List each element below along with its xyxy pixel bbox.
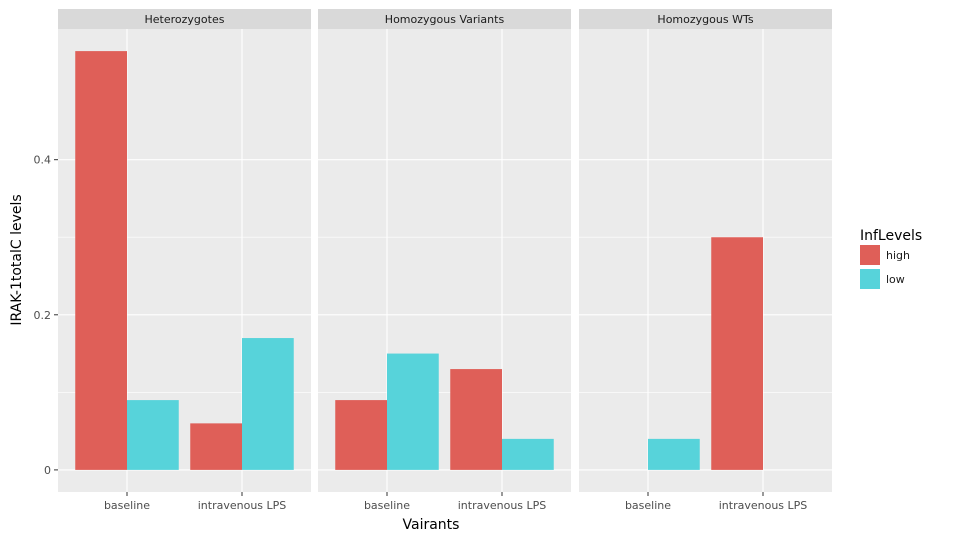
x-tick-label: intravenous LPS (458, 499, 547, 512)
x-axis-title: Vairants (403, 517, 460, 533)
bar-low (242, 338, 294, 470)
legend-key-low (860, 269, 880, 289)
bar-high (450, 369, 502, 470)
y-tick-label: 0.2 (34, 309, 52, 322)
y-tick-label: 0 (44, 464, 51, 477)
bar-low (127, 400, 179, 470)
bar-high (335, 400, 387, 470)
y-axis-title: IRAK-1totalC levels (9, 194, 25, 325)
x-tick-label: intravenous LPS (198, 499, 287, 512)
bar-high (75, 51, 127, 470)
facet-strip (579, 9, 832, 29)
facet-panel: Homozygous WTs baseline intravenous LPS (579, 9, 832, 512)
bar-low (502, 438, 554, 470)
x-tick-label: intravenous LPS (719, 499, 808, 512)
legend-label: high (886, 249, 910, 262)
y-tick-label: 0.4 (34, 154, 52, 167)
facet-panel: Homozygous Variants baseline intravenous L… (318, 9, 571, 512)
facet-strip-label: Heterozygotes (145, 13, 225, 26)
facet-panel: Heterozygotes baseline intravenous LPS (58, 9, 311, 512)
bar-low (648, 438, 700, 470)
bar-low (387, 353, 439, 470)
facet-strip (318, 9, 571, 29)
legend-label: low (886, 273, 905, 286)
facet-strip-label: Homozygous Variants (385, 13, 505, 26)
bar-high (711, 237, 763, 470)
y-axis: 0 0.2 0.4 (34, 154, 58, 477)
panel-background (579, 29, 832, 492)
legend-title: InfLevels (860, 228, 922, 244)
x-tick-label: baseline (364, 499, 410, 512)
legend: InfLevels high low (860, 228, 922, 289)
x-tick-label: baseline (104, 499, 150, 512)
legend-key-high (860, 245, 880, 265)
bar-high (190, 423, 242, 470)
facet-strip-label: Homozygous WTs (657, 13, 753, 26)
x-tick-label: baseline (625, 499, 671, 512)
facet-strip (58, 9, 311, 29)
